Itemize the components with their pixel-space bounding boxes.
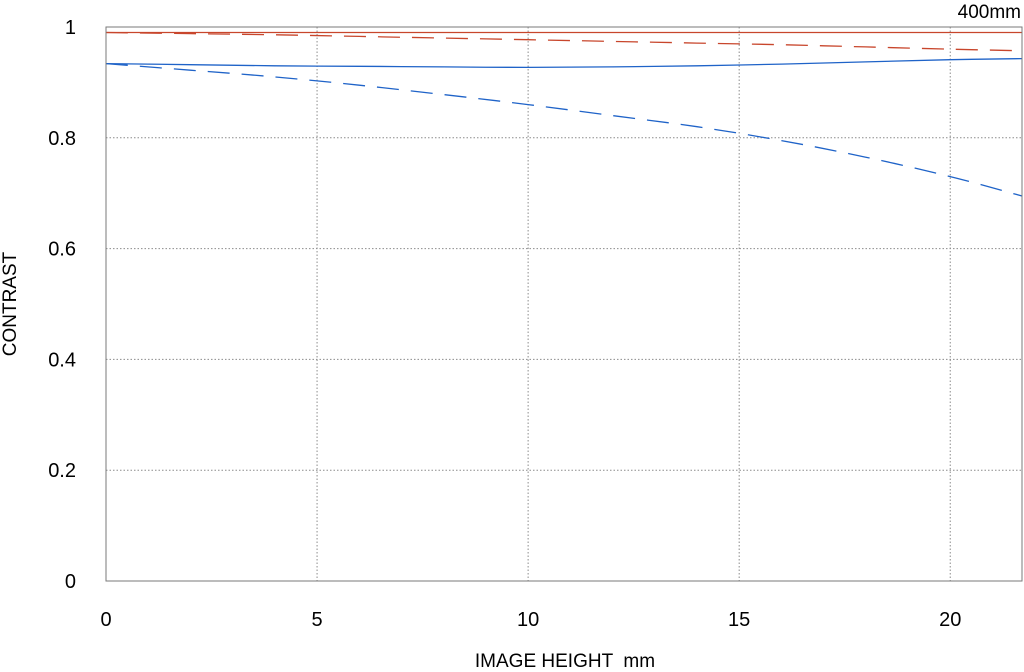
series-lines (105, 31, 1023, 197)
series-line-2 (105, 31, 1023, 52)
series-line-4 (105, 62, 1023, 197)
x-tick-label: 15 (728, 609, 750, 631)
y-tick-label: 0.8 (48, 128, 76, 150)
x-tick-label: 10 (517, 609, 539, 631)
series-line-3 (105, 57, 1023, 69)
y-tick-label: 0.4 (48, 349, 76, 371)
x-tick-label: 0 (100, 609, 111, 631)
y-tick-label: 0.2 (48, 460, 76, 482)
plot-frame (105, 26, 1023, 582)
x-tick-label: 20 (939, 609, 961, 631)
x-axis-title: IMAGE HEIGHT mm (475, 651, 655, 672)
y-axis-title: CONTRAST (0, 251, 21, 356)
x-tick-labels: 0 5 10 15 20 (100, 609, 961, 631)
grid (106, 27, 1022, 581)
y-tick-label: 0.6 (48, 239, 76, 261)
y-tick-label: 1 (65, 17, 76, 39)
x-tick-label: 5 (311, 609, 322, 631)
y-tick-labels: 0 0.2 0.4 0.6 0.8 1 (48, 17, 76, 593)
y-tick-label: 0 (65, 571, 76, 593)
focal-length-label: 400mm (958, 2, 1021, 23)
